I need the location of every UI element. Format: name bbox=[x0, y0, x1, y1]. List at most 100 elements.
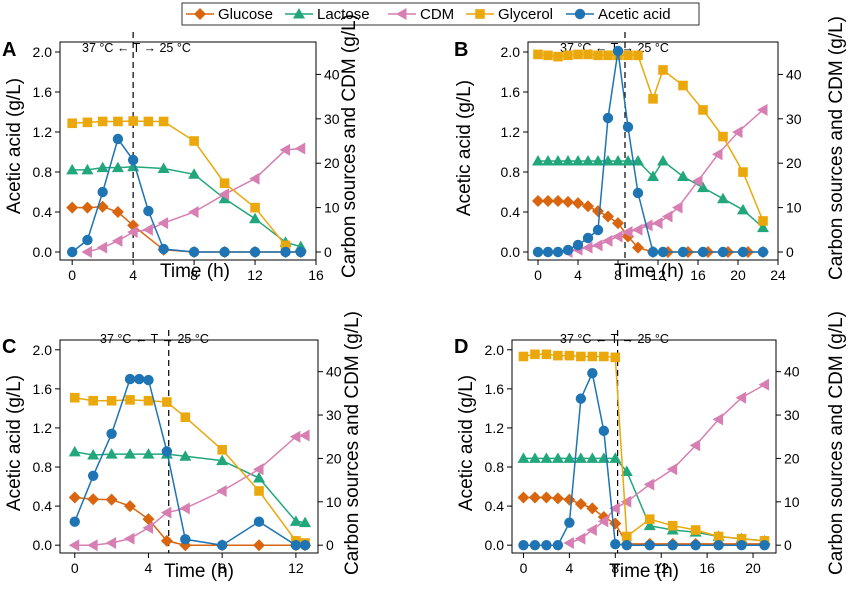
data-point-glucose-b bbox=[552, 194, 564, 207]
x-tick-label-c: 12 bbox=[288, 560, 304, 576]
y-tick-label-right-c: 30 bbox=[326, 407, 342, 423]
data-point-glycerol-d bbox=[599, 351, 609, 362]
x-tick-label-c: 0 bbox=[71, 560, 79, 576]
data-point-lactose-d bbox=[586, 452, 599, 463]
data-point-acetic-acid-c bbox=[143, 374, 154, 386]
data-point-glucose-b bbox=[562, 195, 574, 208]
data-point-cdm-d bbox=[712, 413, 724, 426]
data-point-glycerol-d bbox=[644, 514, 655, 524]
data-point-glucose-b bbox=[592, 205, 604, 218]
data-point-cdm-c bbox=[68, 539, 80, 552]
y-tick-label-left-a: 0.0 bbox=[33, 244, 53, 260]
data-point-glycerol-a bbox=[143, 116, 154, 127]
series-line-glycerol-a bbox=[72, 120, 287, 246]
data-point-cdm-b bbox=[592, 239, 603, 252]
data-point-cdm-d bbox=[758, 378, 770, 391]
data-point-lactose-b bbox=[677, 170, 689, 182]
data-point-cdm-a bbox=[111, 234, 123, 247]
y-tick-label-left-d: 0.4 bbox=[485, 498, 505, 514]
data-point-lactose-d bbox=[609, 452, 622, 463]
y-tick-label-left-a: 1.6 bbox=[33, 84, 53, 100]
y-tick-label-right-b: 20 bbox=[786, 155, 802, 171]
data-point-cdm-b bbox=[672, 201, 683, 214]
data-point-cdm-a bbox=[188, 206, 199, 219]
data-point-acetic-acid-d bbox=[529, 539, 541, 551]
data-point-acetic-acid-b bbox=[542, 246, 554, 258]
temperature-shift-annotation-d: 37 °C ← T → 25 °C bbox=[560, 332, 669, 346]
x-tick-label-a: 0 bbox=[68, 267, 76, 283]
data-point-lactose-b bbox=[602, 154, 614, 166]
data-point-lactose-c bbox=[124, 448, 137, 459]
data-point-acetic-acid-c bbox=[106, 428, 117, 439]
data-point-lactose-b bbox=[697, 181, 709, 193]
data-point-glycerol-d bbox=[587, 351, 598, 362]
panel-letter-a: A bbox=[2, 39, 16, 61]
data-point-glycerol-b bbox=[633, 50, 643, 61]
y-tick-label-left-c: 0.4 bbox=[33, 498, 53, 514]
data-point-cdm-c bbox=[105, 537, 117, 550]
data-point-acetic-acid-d bbox=[736, 539, 747, 551]
data-point-acetic-acid-a bbox=[82, 234, 93, 246]
data-point-acetic-acid-c bbox=[299, 539, 311, 551]
data-point-acetic-acid-c bbox=[180, 534, 191, 545]
x-tick-label-d: 0 bbox=[520, 560, 528, 576]
plot-frame-b bbox=[527, 41, 779, 261]
data-point-lactose-c bbox=[253, 471, 266, 483]
x-tick-label-b: 4 bbox=[574, 267, 582, 283]
data-point-acetic-acid-b bbox=[532, 246, 544, 258]
data-point-cdm-d bbox=[666, 463, 678, 476]
data-point-glycerol-c bbox=[125, 395, 135, 405]
data-point-acetic-acid-b bbox=[602, 112, 614, 124]
data-point-lactose-c bbox=[142, 448, 155, 459]
data-point-lactose-b bbox=[612, 154, 624, 166]
data-point-glycerol-b bbox=[623, 50, 633, 61]
data-point-acetic-acid-d bbox=[759, 539, 770, 551]
data-point-acetic-acid-b bbox=[592, 224, 604, 236]
data-point-glucose-d bbox=[551, 492, 564, 505]
data-point-glycerol-b bbox=[533, 49, 543, 60]
data-point-lactose-b bbox=[572, 154, 584, 166]
series-acetic-acid-d bbox=[518, 368, 770, 551]
y-axis-label-right-b: Carbon sources and CDM (g/L) bbox=[826, 16, 847, 280]
data-point-lactose-c bbox=[289, 515, 302, 526]
series-line-cdm-a bbox=[87, 147, 301, 253]
data-point-glycerol-c bbox=[162, 397, 172, 407]
series-glycerol-a bbox=[67, 116, 291, 251]
x-tick-label-d: 16 bbox=[699, 560, 715, 576]
data-point-lactose-d bbox=[620, 465, 633, 476]
data-point-acetic-acid-d bbox=[690, 539, 701, 551]
data-point-glycerol-b bbox=[658, 65, 668, 75]
data-point-acetic-acid-a bbox=[219, 246, 230, 258]
data-point-glucose-d bbox=[528, 491, 541, 504]
y-axis-label-right-c: Carbon sources and CDM (g/L) bbox=[342, 311, 363, 575]
data-point-lactose-b bbox=[532, 154, 544, 166]
x-tick-label-b: 12 bbox=[650, 267, 666, 283]
series-glycerol-d bbox=[518, 349, 770, 546]
y-tick-label-right-d: 10 bbox=[784, 494, 800, 510]
data-point-acetic-acid-b bbox=[622, 121, 634, 133]
y-tick-label-left-d: 0.0 bbox=[485, 537, 505, 553]
data-point-glycerol-d bbox=[553, 350, 563, 361]
data-point-cdm-a bbox=[127, 226, 138, 239]
series-lactose-b bbox=[532, 154, 769, 233]
data-point-glucose-a bbox=[66, 201, 79, 214]
legend-item-acetic-acid: Acetic acid bbox=[566, 6, 671, 23]
legend-label-glycerol: Glycerol bbox=[498, 6, 553, 23]
panel-c: C 37 °C ← T → 25 °C Acetic acid (g/L) Ca… bbox=[2, 311, 363, 582]
data-point-lactose-c bbox=[216, 454, 229, 466]
data-point-lactose-b bbox=[717, 192, 729, 204]
data-point-cdm-b bbox=[632, 223, 643, 236]
data-point-cdm-b bbox=[602, 234, 613, 247]
data-point-glycerol-b bbox=[593, 50, 603, 61]
data-point-glycerol-d bbox=[713, 531, 724, 542]
y-tick-label-right-c: 40 bbox=[326, 364, 342, 380]
data-point-acetic-acid-b bbox=[677, 246, 689, 258]
data-point-acetic-acid-b bbox=[717, 246, 729, 258]
data-point-cdm-d bbox=[609, 502, 620, 515]
data-point-glycerol-d bbox=[667, 520, 678, 531]
data-point-acetic-acid-a bbox=[249, 246, 261, 258]
data-point-glycerol-c bbox=[180, 412, 191, 423]
data-point-cdm-b bbox=[732, 126, 743, 139]
data-point-cdm-b bbox=[662, 210, 673, 223]
legend-frame bbox=[181, 2, 700, 26]
